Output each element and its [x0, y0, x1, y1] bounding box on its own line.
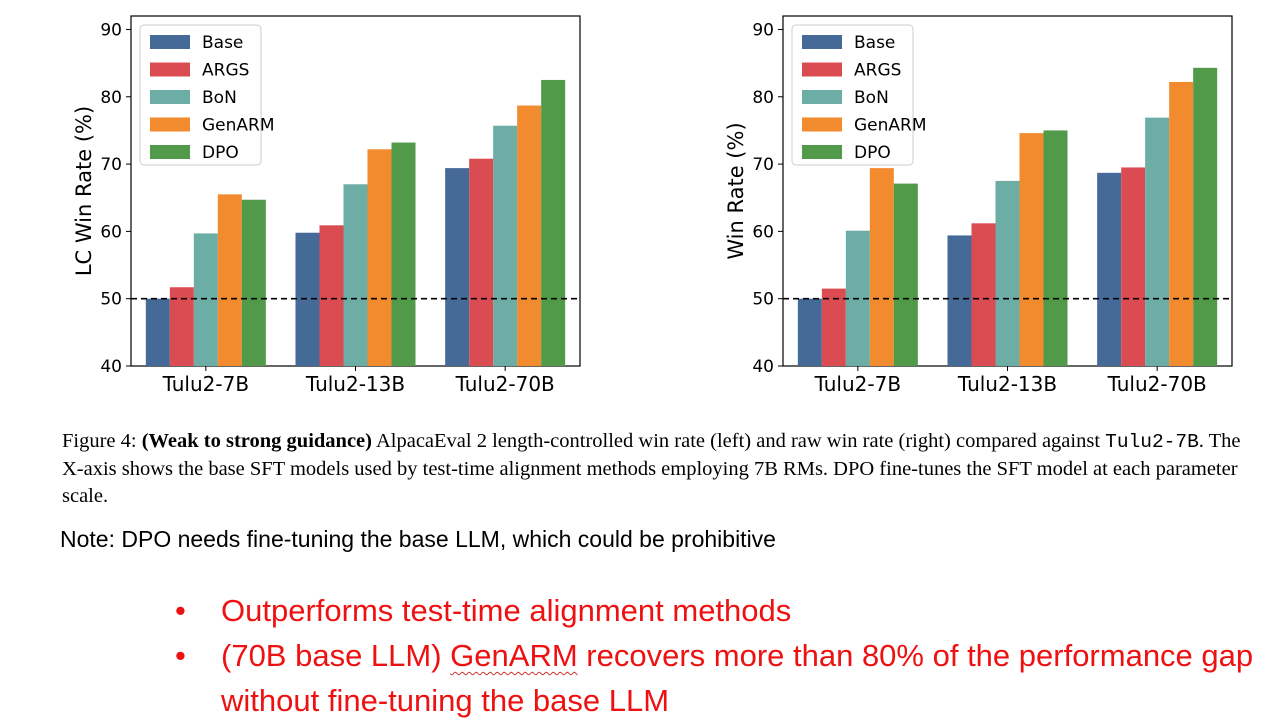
y-tick-label: 60	[100, 222, 122, 242]
legend-label-args: ARGS	[854, 61, 901, 81]
y-tick-label: 60	[752, 222, 774, 242]
bar-genarm-tulu2-7b	[869, 168, 894, 366]
x-tick-label: Tulu2-70B	[455, 372, 555, 396]
bullet-text-2-suffix: recovers more than 80% of the performanc…	[221, 638, 1254, 718]
bar-args-tulu2-70b	[1121, 167, 1146, 366]
legend-swatch-bon	[802, 90, 842, 104]
bar-args-tulu2-70b	[469, 158, 494, 366]
y-axis-label: LC Win Rate (%)	[72, 106, 96, 276]
x-tick-label: Tulu2-70B	[1107, 372, 1207, 396]
bar-bon-tulu2-7b	[193, 233, 218, 366]
y-tick-label: 40	[752, 357, 774, 377]
bar-base-tulu2-7b	[145, 298, 170, 366]
bar-genarm-tulu2-7b	[217, 194, 242, 366]
bar-bon-tulu2-13b	[343, 184, 368, 366]
legend-swatch-dpo	[802, 145, 842, 159]
y-tick-label: 80	[100, 88, 122, 108]
y-tick-label: 40	[100, 357, 122, 377]
bar-base-tulu2-70b	[1097, 172, 1122, 366]
legend-swatch-args	[150, 62, 190, 77]
x-tick-label: Tulu2-13B	[305, 372, 405, 396]
caption-text-2: . The X-axis shows the base SFT models u…	[62, 430, 1241, 507]
legend-label-base: Base	[854, 33, 895, 53]
y-tick-label: 90	[752, 20, 774, 40]
lc-win-rate-chart: 40 50 60 70 80 90 LC Win Rate (%) Tulu2-7B Tulu2…	[72, 15, 581, 396]
bar-bon-tulu2-70b	[1145, 117, 1170, 366]
bullet-text-2-prefix: (70B base LLM)	[221, 638, 451, 673]
bar-args-tulu2-13b	[319, 225, 344, 366]
y-axis-label: Win Rate (%)	[724, 122, 748, 259]
legend-label-dpo: DPO	[202, 143, 239, 163]
bullet-list: Outperforms test-time alignment methods …	[175, 588, 1272, 723]
legend-swatch-genarm	[802, 117, 842, 132]
y-tick-label: 50	[752, 290, 774, 310]
legend-swatch-bon	[150, 90, 190, 104]
figure-caption: Figure 4: (Weak to strong guidance) Alpa…	[62, 428, 1262, 510]
legend: Base ARGS BoN GenARM DPO	[791, 24, 927, 166]
legend-swatch-dpo	[150, 145, 190, 159]
legend-label-args: ARGS	[202, 61, 249, 81]
caption-bold: (Weak to strong guidance)	[141, 430, 372, 452]
bullet-text-2-genarm: GenARM	[450, 638, 578, 673]
y-tick-label: 70	[100, 155, 122, 175]
legend-label-base: Base	[202, 33, 243, 53]
legend-label-bon: BoN	[854, 88, 889, 108]
caption-text-1: AlpacaEval 2 length-controlled win rate …	[375, 430, 1101, 452]
bar-genarm-tulu2-70b	[1169, 81, 1194, 366]
x-tick-label: Tulu2-7B	[162, 372, 249, 396]
bar-args-tulu2-7b	[821, 288, 846, 366]
caption-code: Tulu2-7B	[1105, 431, 1199, 453]
bar-base-tulu2-7b	[797, 298, 822, 366]
bar-dpo-tulu2-70b	[541, 79, 566, 366]
bar-args-tulu2-13b	[971, 223, 996, 366]
x-tick-label: Tulu2-13B	[957, 372, 1057, 396]
note-text: Note: DPO needs fine-tuning the base LLM…	[60, 526, 776, 552]
bar-dpo-tulu2-7b	[241, 199, 266, 366]
legend-label-dpo: DPO	[854, 143, 891, 163]
bar-base-tulu2-13b	[947, 235, 972, 366]
legend-label-genarm: GenARM	[202, 116, 275, 136]
y-tick-label: 70	[752, 155, 774, 175]
bar-genarm-tulu2-13b	[367, 149, 392, 366]
bar-bon-tulu2-13b	[995, 180, 1020, 366]
legend-swatch-genarm	[150, 117, 190, 132]
y-tick-label: 50	[100, 290, 122, 310]
bar-genarm-tulu2-70b	[517, 105, 542, 367]
win-rate-chart: 40 50 60 70 80 90 Win Rate (%) Tulu2-7B Tulu2-13…	[724, 15, 1233, 396]
bullet-item-2: (70B base LLM) GenARM recovers more than…	[175, 633, 1272, 723]
bar-dpo-tulu2-13b	[1043, 130, 1068, 366]
legend-swatch-base	[802, 35, 842, 49]
legend-swatch-args	[802, 62, 842, 77]
y-tick-label: 80	[752, 88, 774, 108]
bar-dpo-tulu2-13b	[391, 142, 416, 366]
y-tick-label: 90	[100, 20, 122, 40]
bar-args-tulu2-7b	[169, 287, 194, 366]
bar-dpo-tulu2-7b	[893, 183, 918, 366]
bar-base-tulu2-70b	[445, 168, 470, 366]
bar-genarm-tulu2-13b	[1019, 133, 1044, 366]
bullet-item-1: Outperforms test-time alignment methods	[175, 588, 1272, 633]
legend-label-bon: BoN	[202, 88, 237, 108]
bullet-text-1: Outperforms test-time alignment methods	[221, 593, 792, 628]
legend: Base ARGS BoN GenARM DPO	[139, 24, 275, 166]
legend-swatch-base	[150, 35, 190, 49]
bar-bon-tulu2-70b	[493, 125, 518, 366]
caption-label: Figure 4:	[62, 430, 137, 452]
x-tick-label: Tulu2-7B	[814, 372, 901, 396]
bar-dpo-tulu2-70b	[1193, 67, 1218, 367]
legend-label-genarm: GenARM	[854, 116, 927, 136]
